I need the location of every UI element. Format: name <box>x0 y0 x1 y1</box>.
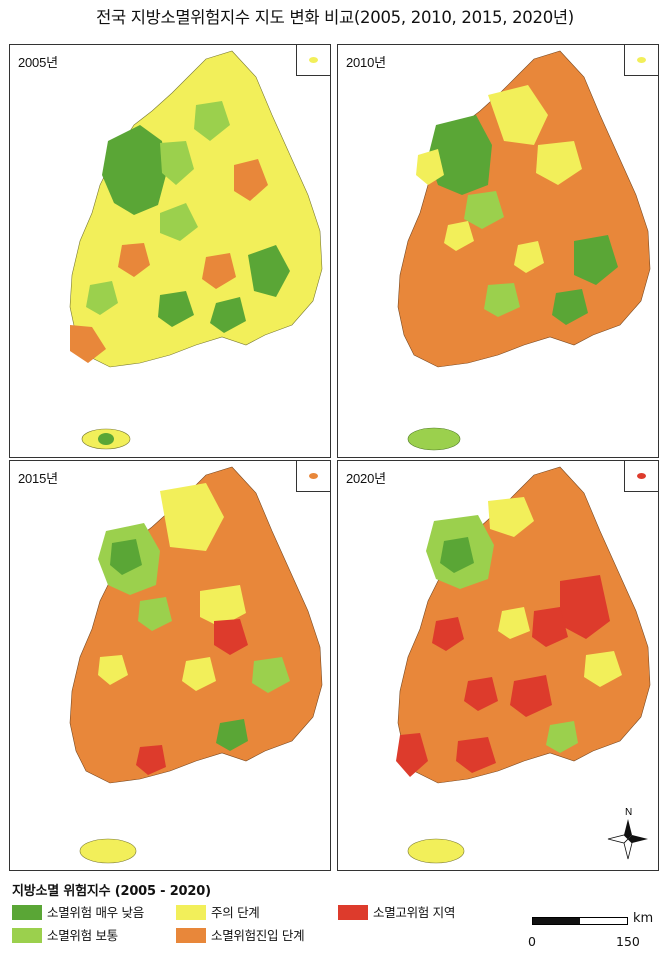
dokdo-island <box>637 473 646 479</box>
dokdo-inset <box>624 461 658 492</box>
panel-year-label: 2020년 <box>346 471 386 486</box>
north-arrow <box>607 819 648 860</box>
dokdo-island <box>309 473 318 479</box>
legend-swatch <box>176 905 206 920</box>
scale-max: 150 <box>616 934 640 949</box>
korea-map-2010 <box>397 50 651 451</box>
legend-swatch <box>12 928 42 943</box>
map-panel-2015: 2015년 <box>9 460 331 871</box>
legend-label: 소멸위험 매우 낮음 <box>47 905 144 920</box>
map-panel-2010: 2010년 <box>337 44 659 458</box>
scale-min: 0 <box>528 934 536 949</box>
legend-label: 소멸위험 보통 <box>47 928 118 943</box>
dokdo-inset <box>624 45 658 76</box>
map-panel-2020: N 2020년 <box>337 460 659 871</box>
legend-swatch <box>338 905 368 920</box>
map-panel-2005: 2005년 <box>9 44 331 458</box>
dokdo-island <box>309 57 318 63</box>
korea-map-2020: N <box>396 466 651 864</box>
legend-label: 소멸고위험 지역 <box>373 905 456 920</box>
panel-year-label: 2015년 <box>18 471 58 486</box>
dokdo-inset <box>296 45 330 76</box>
dokdo-inset <box>296 461 330 492</box>
scale-unit: km <box>633 911 654 926</box>
dokdo-island <box>637 57 646 63</box>
north-label: N <box>625 807 632 818</box>
panel-year-label: 2010년 <box>346 55 386 70</box>
map-title: 전국 지방소멸위험지수 지도 변화 비교(2005, 2010, 2015, 2… <box>96 8 574 27</box>
korea-map-2015 <box>69 466 323 864</box>
korea-map-2005 <box>69 50 323 450</box>
legend-swatch <box>176 928 206 943</box>
legend-title: 지방소멸 위험지수 (2005 - 2020) <box>12 884 211 899</box>
legend-label: 소멸위험진입 단계 <box>211 928 305 943</box>
legend-swatch <box>12 905 42 920</box>
legend-label: 주의 단계 <box>211 905 260 920</box>
panel-year-label: 2005년 <box>18 55 58 70</box>
scale-bar-graphic <box>532 917 628 925</box>
